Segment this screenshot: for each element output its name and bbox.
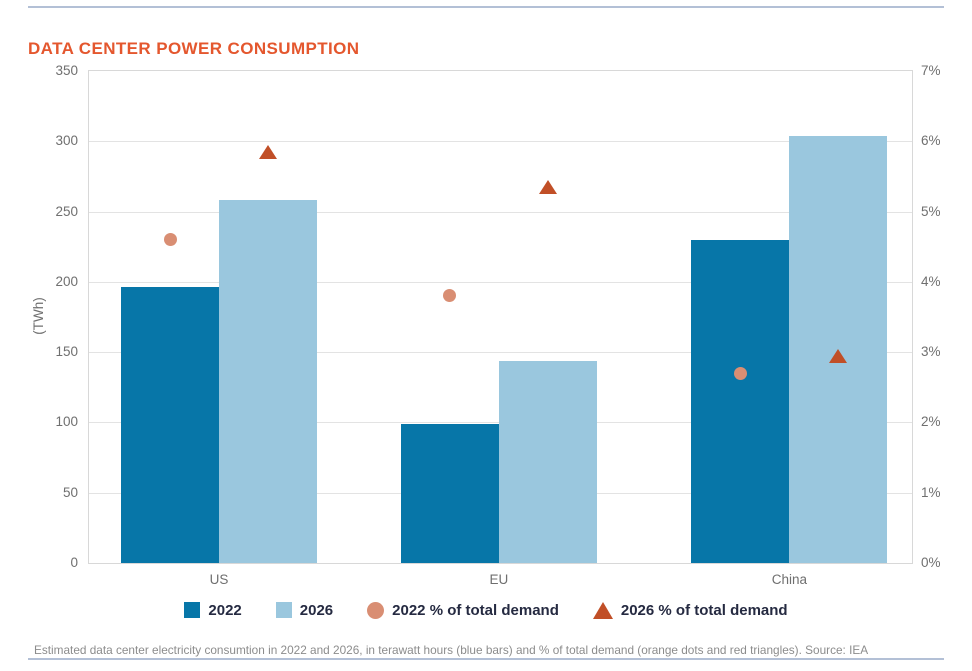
right-tick-1pct: 1% xyxy=(921,484,941,500)
legend-item-2022: 2022 xyxy=(184,601,242,619)
dot-2022-pct-us xyxy=(163,233,177,247)
right-axis-ticks: 0% 1% 2% 3% 4% 5% 6% 7% xyxy=(921,63,971,570)
right-tick-7pct: 7% xyxy=(921,63,941,78)
right-tick-3pct: 3% xyxy=(921,344,941,360)
left-tick-250: 250 xyxy=(55,203,78,219)
bar-2022-eu xyxy=(400,423,499,563)
category-label-eu: EU xyxy=(489,572,509,587)
right-tick-2pct: 2% xyxy=(921,414,941,430)
legend-label: 2026 xyxy=(299,601,334,619)
plot-area xyxy=(88,70,913,564)
legend: 2022 2026 2022 % of total demand 2026 % of … xyxy=(0,598,972,622)
legend-triangle-icon xyxy=(592,601,613,619)
dot-2022-pct-eu xyxy=(443,289,457,303)
category-label-us: US xyxy=(209,572,229,587)
left-tick-150: 150 xyxy=(55,344,78,360)
left-tick-100: 100 xyxy=(55,414,78,430)
chart-title: DATA CENTER POWER CONSUMPTION xyxy=(28,39,360,59)
bar-2026-eu xyxy=(498,360,597,563)
legend-item-2026: 2026 xyxy=(275,601,334,619)
left-tick-0: 0 xyxy=(70,555,78,570)
right-tick-6pct: 6% xyxy=(921,133,941,149)
legend-label: 2026 % of total demand xyxy=(620,601,788,619)
legend-item-2026-pct: 2026 % of total demand xyxy=(592,601,788,619)
bottom-rule xyxy=(28,658,944,660)
legend-label: 2022 xyxy=(208,601,242,619)
bar-2026-us xyxy=(219,200,318,563)
bar-2022-china xyxy=(691,239,790,563)
legend-label: 2022 % of total demand xyxy=(392,601,559,619)
category-axis: US EU China xyxy=(88,572,913,592)
bar-2022-us xyxy=(121,287,220,563)
dot-2022-pct-china xyxy=(733,366,747,380)
category-label-china: China xyxy=(771,572,807,587)
caption: Estimated data center electricity consum… xyxy=(34,642,869,657)
gridline xyxy=(89,281,912,283)
right-tick-0pct: 0% xyxy=(921,555,941,570)
gridline xyxy=(89,211,912,213)
right-tick-4pct: 4% xyxy=(921,273,941,289)
legend-circle-icon xyxy=(367,601,385,619)
legend-square-icon xyxy=(275,602,292,618)
left-tick-300: 300 xyxy=(55,133,78,149)
top-rule xyxy=(28,6,944,8)
legend-item-2022-pct: 2022 % of total demand xyxy=(367,601,559,619)
left-tick-350: 350 xyxy=(55,63,78,78)
left-tick-200: 200 xyxy=(55,273,78,289)
left-axis-ticks: 0 50 100 150 200 250 300 350 xyxy=(0,63,78,570)
triangle-2026-pct-eu xyxy=(538,179,557,194)
triangle-2026-pct-china xyxy=(829,348,848,363)
right-tick-5pct: 5% xyxy=(921,203,941,219)
gridline xyxy=(89,141,912,143)
left-tick-50: 50 xyxy=(62,484,78,500)
triangle-2026-pct-us xyxy=(259,144,278,159)
gridline xyxy=(89,352,912,354)
legend-square-icon xyxy=(184,602,201,618)
